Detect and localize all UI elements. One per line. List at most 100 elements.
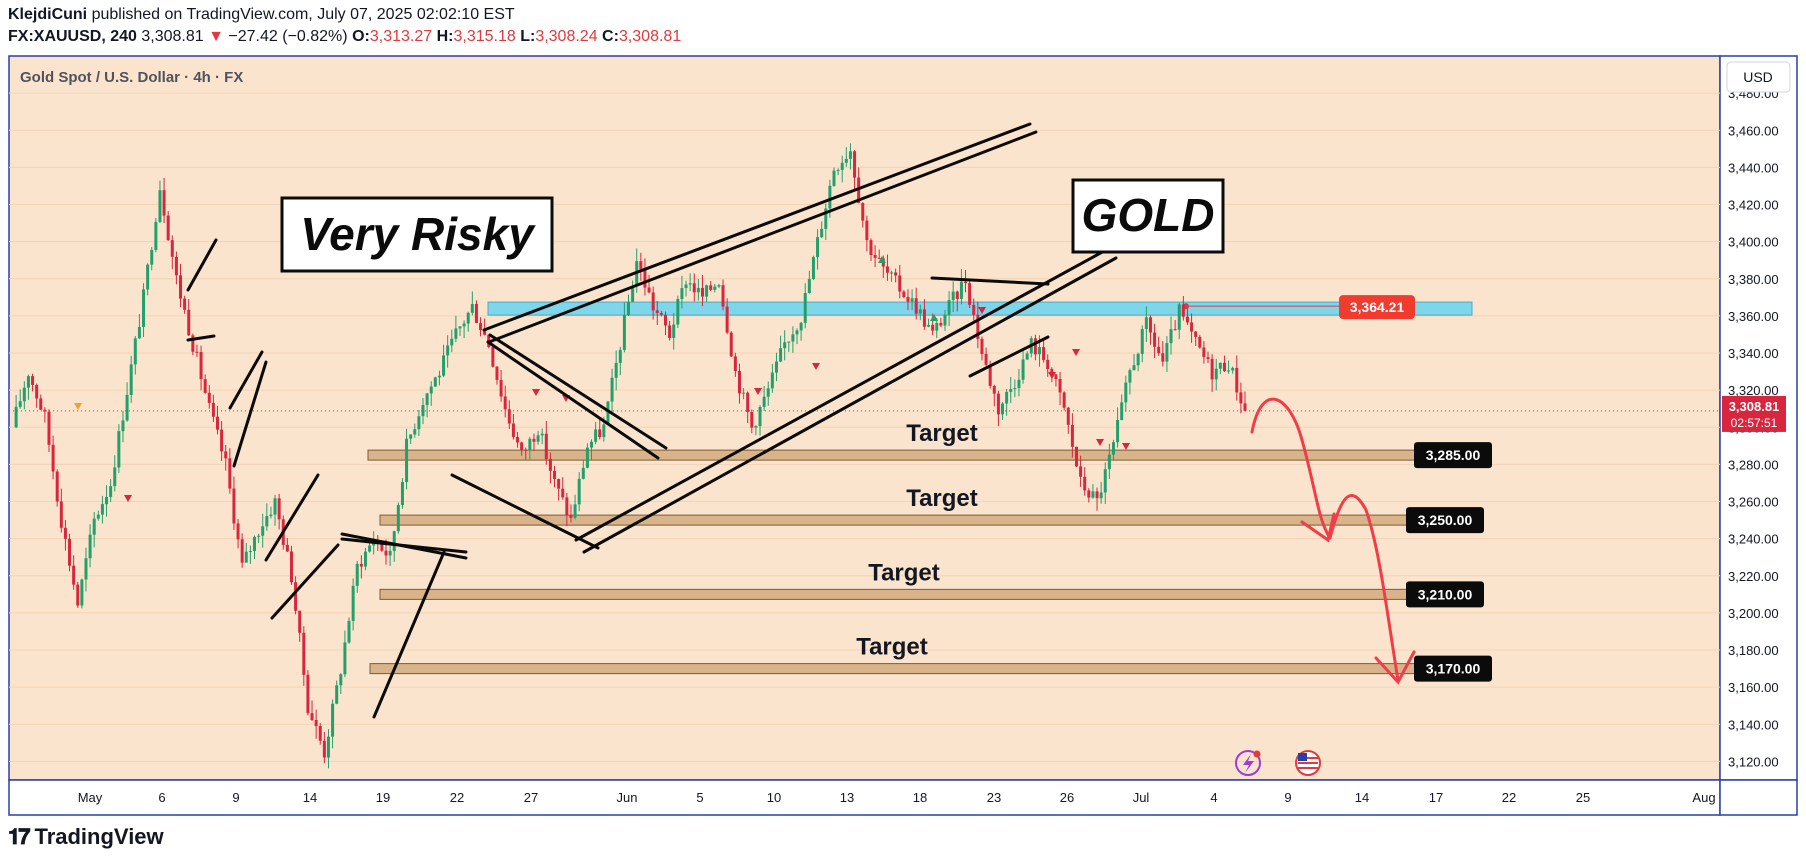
candle-body: [306, 674, 310, 714]
candle-body: [561, 488, 565, 498]
candle: [22, 381, 26, 410]
candle: [269, 506, 273, 519]
candle: [696, 278, 700, 301]
candle-body: [183, 298, 187, 310]
candle-body: [844, 158, 848, 163]
candle-body: [828, 185, 832, 209]
candle-body: [869, 240, 873, 255]
candle: [462, 320, 466, 339]
candle-body: [832, 170, 836, 186]
candle-body: [758, 406, 762, 427]
candle-body: [684, 284, 688, 289]
candle-body: [343, 642, 347, 675]
candle: [458, 326, 462, 336]
candle: [18, 389, 22, 409]
candle: [1099, 481, 1103, 504]
candle-body: [22, 387, 26, 402]
candle: [59, 488, 63, 533]
candle-body: [877, 257, 881, 259]
candle-body: [76, 584, 80, 606]
candle: [203, 374, 207, 394]
trendline: [574, 248, 1108, 542]
candle: [766, 381, 770, 406]
candle-body: [1070, 424, 1074, 447]
candle-body: [931, 324, 935, 331]
trendline: [582, 256, 1118, 554]
candle-body: [914, 298, 918, 314]
candle: [183, 295, 187, 314]
candle-body: [848, 151, 852, 159]
candle-body: [1136, 353, 1140, 366]
candle-body: [363, 551, 367, 567]
candle: [1132, 354, 1136, 371]
candle: [1013, 379, 1017, 398]
current-price-label: 3,308.81: [1729, 399, 1780, 414]
candle: [890, 270, 894, 282]
lightning-icon[interactable]: [1235, 750, 1261, 776]
candle: [351, 578, 355, 631]
candle: [770, 363, 774, 393]
candle-body: [437, 375, 441, 378]
candle: [774, 352, 778, 382]
candle-body: [1210, 358, 1214, 380]
candle: [992, 384, 996, 407]
candle-body: [1177, 304, 1181, 330]
candle: [968, 279, 972, 309]
candle: [191, 333, 195, 356]
candle-body: [943, 314, 947, 326]
candle: [1033, 334, 1037, 361]
candle: [811, 255, 815, 281]
candle: [787, 341, 791, 352]
author-name[interactable]: KlejdiCuni: [8, 6, 88, 23]
candle-body: [1120, 402, 1124, 420]
candle-body: [1206, 357, 1210, 359]
very-risky-box: [280, 196, 554, 273]
candle-body: [939, 322, 943, 326]
candle: [996, 390, 1000, 427]
axis-corner: [1719, 779, 1798, 816]
candle-body: [261, 526, 265, 536]
candle: [125, 382, 129, 422]
tradingview-footer[interactable]: 𝟏𝟕 TradingView: [8, 824, 164, 850]
candle-body: [1243, 403, 1247, 411]
candle-body: [713, 286, 717, 290]
candle: [918, 304, 922, 321]
time-tick-label: 9: [1284, 790, 1291, 805]
candle: [261, 513, 265, 548]
trendline: [270, 543, 340, 620]
candle-body: [643, 269, 647, 288]
candle-body: [335, 685, 339, 704]
candle: [631, 280, 635, 303]
candle-body: [1148, 317, 1152, 333]
candle-body: [142, 289, 146, 327]
candle: [199, 345, 203, 391]
time-tick-label: Jun: [617, 790, 638, 805]
candle-body: [774, 361, 778, 373]
time-tick-label: 5: [696, 790, 703, 805]
candle-body: [1124, 382, 1128, 403]
candle: [314, 709, 318, 739]
candle-body: [63, 527, 67, 539]
candle: [672, 313, 676, 350]
us-flag-icon[interactable]: [1295, 750, 1321, 776]
candle: [516, 431, 520, 448]
time-axis[interactable]: [8, 779, 1721, 816]
candle-body: [663, 314, 667, 326]
candle: [737, 363, 741, 404]
currency-button[interactable]: [1726, 61, 1791, 93]
candle: [343, 630, 347, 678]
symbol-label[interactable]: FX:XAUUSD, 240: [8, 28, 137, 45]
candle-body: [125, 394, 129, 421]
candle-body: [302, 632, 306, 675]
candle: [959, 269, 963, 305]
candle-body: [1087, 490, 1091, 498]
candle: [922, 299, 926, 330]
candle: [524, 447, 528, 460]
candle: [844, 147, 848, 167]
candle: [1087, 488, 1091, 503]
candle: [590, 439, 594, 460]
candle-body: [368, 545, 372, 552]
candle: [347, 617, 351, 644]
candle-body: [1017, 379, 1021, 389]
